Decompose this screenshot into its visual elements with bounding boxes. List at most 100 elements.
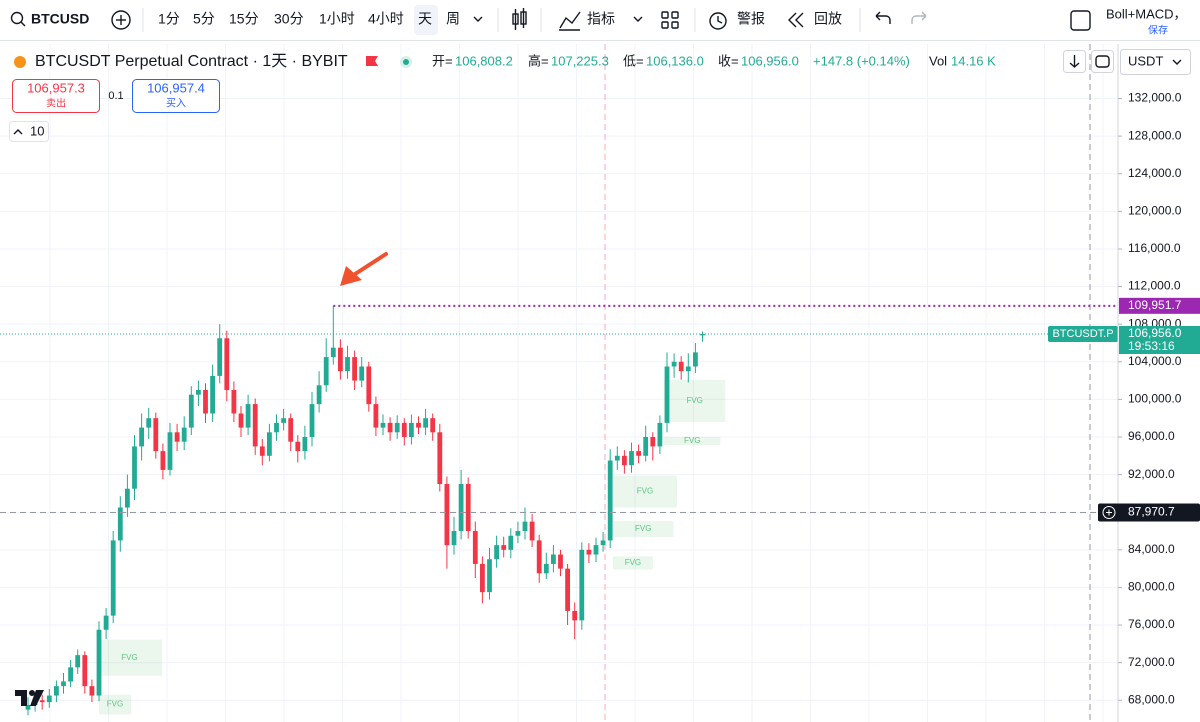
indicators-dropdown[interactable] bbox=[633, 16, 643, 22]
sell-label[interactable]: 卖出 bbox=[46, 97, 66, 110]
undo-button[interactable] bbox=[875, 11, 891, 24]
interval[interactable]: 5分 bbox=[193, 11, 215, 27]
legend: BTCUSDT Perpetual Contract · 1天 · BYBIT … bbox=[9, 49, 1191, 142]
candle-body bbox=[203, 389, 208, 414]
redo-button[interactable] bbox=[911, 11, 927, 24]
flag[interactable] bbox=[366, 56, 378, 66]
price-label-bg bbox=[1119, 297, 1200, 314]
candle-body bbox=[430, 418, 436, 433]
sell-button[interactable]: 106,957.3 卖出 bbox=[12, 79, 100, 113]
alert[interactable]: 警报 bbox=[737, 11, 765, 27]
symbol-label-bg bbox=[1048, 325, 1118, 342]
y-tick-label: 128,000.0 bbox=[1128, 128, 1182, 142]
interval-dropdown[interactable] bbox=[473, 16, 483, 22]
alert-button[interactable]: 警报 bbox=[709, 11, 765, 30]
indicators[interactable]: 指标 bbox=[587, 11, 615, 27]
interval[interactable]: 4小时 bbox=[368, 11, 404, 27]
candle-body bbox=[423, 418, 428, 428]
candle-body bbox=[508, 535, 514, 550]
sell-price[interactable]: 106,957.3 bbox=[27, 80, 85, 95]
price-lines: BTCUSDT.P bbox=[0, 304, 1118, 513]
fvg-label: FVG bbox=[686, 396, 702, 405]
candle-body bbox=[693, 352, 698, 367]
interval[interactable]: 1小时 bbox=[319, 11, 355, 27]
candle-body bbox=[551, 554, 556, 564]
scroll-down-button[interactable] bbox=[1063, 50, 1086, 73]
y-tick-label: 92,000.0 bbox=[1128, 467, 1175, 481]
candle-body bbox=[409, 422, 414, 438]
interval[interactable]: 15分 bbox=[229, 11, 259, 27]
fvg-zone bbox=[99, 694, 131, 715]
candle-body bbox=[543, 563, 549, 574]
candle-body bbox=[593, 545, 599, 555]
candle-body bbox=[46, 695, 52, 703]
candle-body bbox=[586, 549, 592, 555]
interval[interactable]: 天 bbox=[418, 11, 432, 27]
y-tick-label: 132,000.0 bbox=[1128, 91, 1182, 105]
candle-body bbox=[196, 389, 201, 395]
layout-button[interactable] bbox=[1070, 10, 1091, 31]
candle-body bbox=[210, 375, 215, 414]
buy-price[interactable]: 106,957.4 bbox=[147, 80, 205, 95]
candle-body bbox=[153, 418, 159, 452]
buy-button[interactable]: 106,957.4 买入 bbox=[132, 79, 220, 113]
quantity-toggle[interactable]: 10 bbox=[9, 121, 49, 142]
countdown: 19:53:16 bbox=[1128, 339, 1175, 353]
save-button[interactable]: 保存 bbox=[1148, 24, 1168, 37]
fvg-zone bbox=[96, 639, 163, 676]
templates-button[interactable] bbox=[661, 11, 679, 29]
interval[interactable]: 30分 bbox=[274, 11, 304, 27]
candle-body bbox=[366, 366, 372, 405]
candle-body bbox=[515, 531, 521, 536]
candle-body bbox=[25, 704, 31, 710]
candle-body bbox=[394, 422, 400, 433]
fvg-zone bbox=[664, 379, 726, 422]
fvg-label: FVG bbox=[635, 524, 651, 533]
vertical-grid bbox=[0, 44, 1118, 722]
candle-body bbox=[125, 488, 130, 508]
candle-body bbox=[132, 446, 137, 489]
candle-body bbox=[160, 451, 166, 470]
ohlc-label: 开= bbox=[432, 53, 453, 68]
candle-body bbox=[68, 667, 73, 682]
symbol[interactable]: BTCUSD bbox=[31, 11, 89, 27]
candle-body bbox=[472, 531, 478, 564]
candle-body bbox=[614, 455, 620, 461]
layout-name[interactable]: Boll+MACD， bbox=[1106, 6, 1187, 21]
candle-body bbox=[600, 540, 606, 546]
interval[interactable]: 周 bbox=[446, 11, 460, 27]
compare-button[interactable] bbox=[111, 10, 131, 30]
indicators-button[interactable]: 指标 bbox=[559, 11, 615, 31]
replay-button[interactable]: 回放 bbox=[788, 11, 842, 28]
symbol-search[interactable]: BTCUSD bbox=[10, 11, 90, 27]
interval[interactable]: 1分 bbox=[158, 11, 180, 27]
add-alert-icon bbox=[1102, 505, 1116, 519]
chart-type-button[interactable] bbox=[512, 8, 527, 30]
candle-body bbox=[345, 357, 350, 372]
candle-body bbox=[245, 404, 251, 428]
candle-body bbox=[217, 338, 223, 376]
candle-body bbox=[238, 413, 244, 428]
buy-label[interactable]: 买入 bbox=[166, 98, 186, 110]
candle-body bbox=[174, 432, 180, 442]
y-tick-label: 100,000.0 bbox=[1128, 392, 1182, 406]
candle-body bbox=[480, 563, 485, 593]
y-tick-label: 80,000.0 bbox=[1128, 580, 1175, 594]
candle-body bbox=[650, 437, 656, 447]
y-tick-label: 124,000.0 bbox=[1128, 166, 1182, 180]
currency-dropdown[interactable]: USDT bbox=[1120, 49, 1191, 75]
candle-body bbox=[458, 484, 464, 532]
maximize-button[interactable] bbox=[1091, 50, 1114, 73]
candle-body bbox=[39, 700, 45, 703]
replay[interactable]: 回放 bbox=[814, 11, 842, 27]
ohlc-label: 高= bbox=[528, 53, 549, 68]
currency[interactable]: USDT bbox=[1128, 53, 1163, 68]
candle-body bbox=[579, 549, 585, 621]
spread: 0.1 bbox=[108, 90, 123, 102]
candle-body bbox=[671, 361, 677, 367]
quantity[interactable]: 10 bbox=[30, 123, 44, 138]
top-toolbar: BTCUSD 1分 5分 15分 30分 1小时 4小时 天 周 指标 bbox=[0, 5, 1200, 41]
tv-logo bbox=[15, 690, 44, 706]
y-tick-label: 96,000.0 bbox=[1128, 429, 1175, 443]
